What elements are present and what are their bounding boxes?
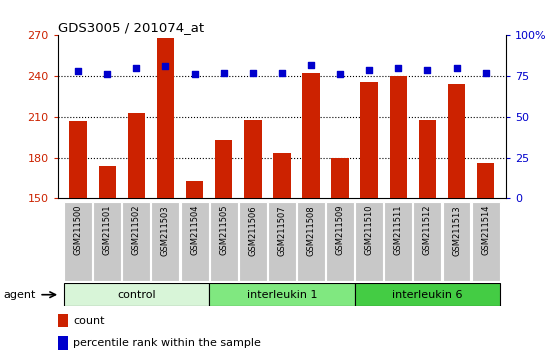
Point	[132, 65, 141, 71]
Text: GSM211510: GSM211510	[365, 205, 373, 256]
Text: GSM211508: GSM211508	[306, 205, 316, 256]
Point	[423, 67, 432, 73]
Bar	[64, 283, 209, 306]
Bar	[477, 163, 494, 198]
Bar	[180, 202, 208, 281]
Text: GSM211512: GSM211512	[423, 205, 432, 256]
Bar	[302, 73, 320, 198]
Point	[394, 65, 403, 71]
Bar	[414, 202, 442, 281]
Point	[103, 72, 112, 77]
Bar	[58, 336, 68, 350]
Text: percentile rank within the sample: percentile rank within the sample	[74, 338, 261, 348]
Text: GSM211503: GSM211503	[161, 205, 170, 256]
Bar	[384, 202, 412, 281]
Point	[452, 65, 461, 71]
Bar	[355, 283, 500, 306]
Bar	[448, 84, 465, 198]
Text: control: control	[117, 290, 156, 300]
Point	[190, 72, 199, 77]
Text: GSM211509: GSM211509	[336, 205, 345, 256]
Bar	[268, 202, 296, 281]
Text: GSM211504: GSM211504	[190, 205, 199, 256]
Bar	[331, 158, 349, 198]
Bar	[151, 202, 179, 281]
Bar	[215, 140, 233, 198]
Bar	[186, 181, 204, 198]
Bar	[326, 202, 354, 281]
Point	[249, 70, 257, 76]
Text: count: count	[74, 316, 105, 326]
Bar	[244, 120, 261, 198]
Text: GSM211505: GSM211505	[219, 205, 228, 256]
Text: agent: agent	[3, 290, 36, 300]
Bar	[128, 113, 145, 198]
Text: GSM211513: GSM211513	[452, 205, 461, 256]
Bar	[297, 202, 325, 281]
Text: GSM211501: GSM211501	[103, 205, 112, 256]
Bar	[239, 202, 267, 281]
Bar	[273, 154, 290, 198]
Point	[74, 68, 82, 74]
Bar	[122, 202, 150, 281]
Bar	[98, 166, 116, 198]
Bar	[210, 202, 238, 281]
Bar	[419, 120, 436, 198]
Text: interleukin 1: interleukin 1	[246, 290, 317, 300]
Bar	[69, 121, 87, 198]
Text: GSM211506: GSM211506	[248, 205, 257, 256]
Bar	[64, 202, 92, 281]
Point	[219, 70, 228, 76]
Text: GSM211502: GSM211502	[132, 205, 141, 256]
Bar	[472, 202, 499, 281]
Point	[306, 62, 315, 68]
Point	[277, 70, 286, 76]
Bar	[94, 202, 121, 281]
Point	[161, 63, 170, 69]
Bar	[355, 202, 383, 281]
Text: GSM211507: GSM211507	[277, 205, 287, 256]
Text: GSM211511: GSM211511	[394, 205, 403, 256]
Text: GDS3005 / 201074_at: GDS3005 / 201074_at	[58, 21, 204, 34]
Text: GSM211514: GSM211514	[481, 205, 490, 256]
Bar	[360, 81, 378, 198]
Text: interleukin 6: interleukin 6	[392, 290, 463, 300]
Text: GSM211500: GSM211500	[74, 205, 82, 256]
Point	[481, 70, 490, 76]
Bar	[157, 38, 174, 198]
Point	[365, 67, 373, 73]
Point	[336, 72, 344, 77]
Bar	[443, 202, 470, 281]
Bar	[58, 314, 68, 327]
Bar	[209, 283, 355, 306]
Bar	[389, 76, 407, 198]
